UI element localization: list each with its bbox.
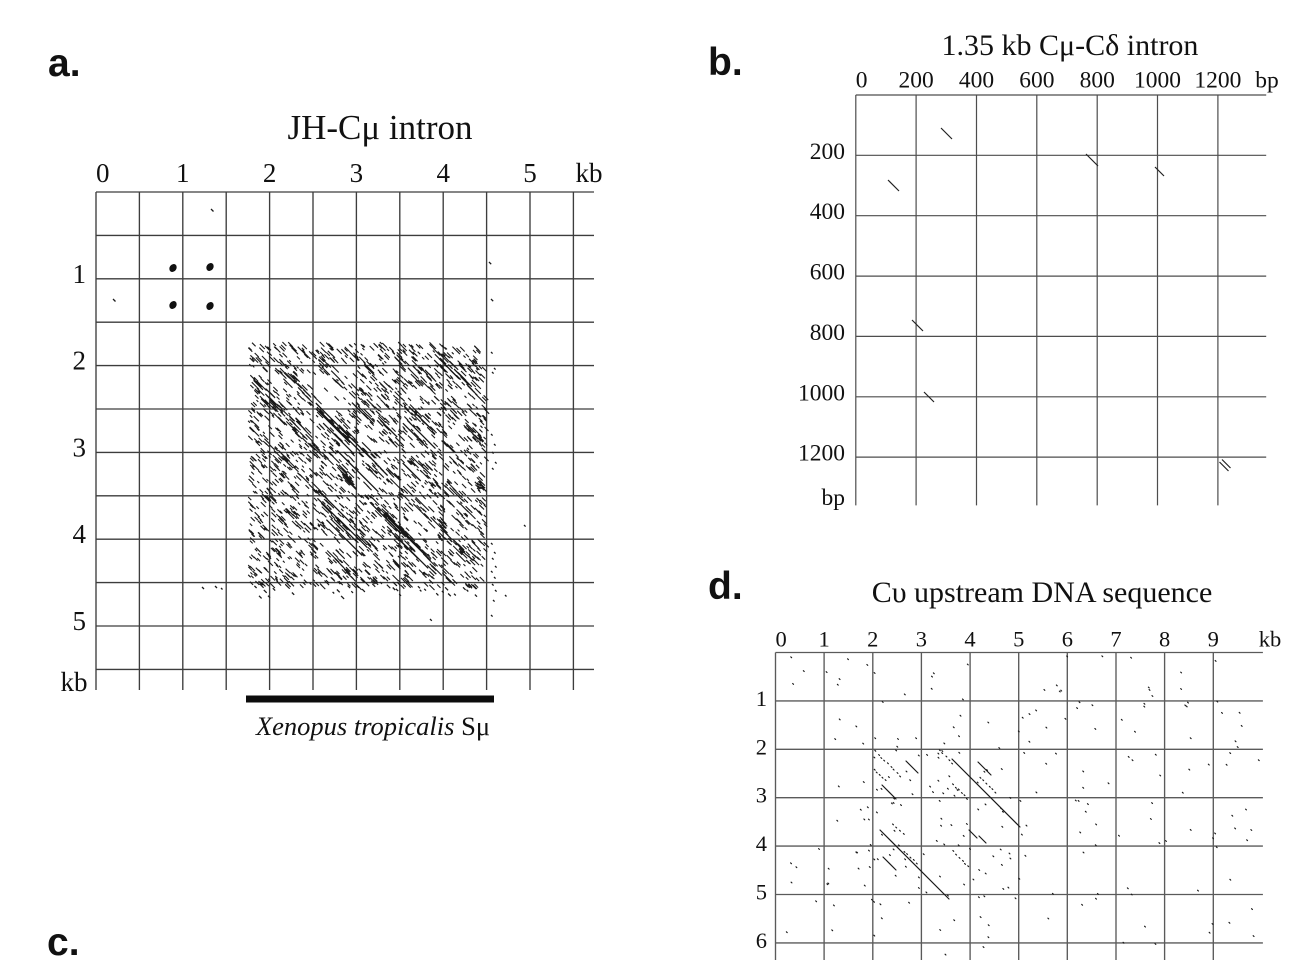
svg-text:kb: kb	[1259, 627, 1282, 652]
svg-text:bp: bp	[1255, 68, 1279, 94]
svg-text:400: 400	[810, 199, 845, 225]
svg-text:0: 0	[856, 68, 868, 94]
svg-text:1: 1	[819, 627, 830, 652]
svg-text:b.: b.	[708, 41, 743, 84]
svg-text:200: 200	[810, 139, 845, 165]
svg-text:kb: kb	[61, 667, 88, 697]
svg-text:400: 400	[959, 68, 994, 94]
svg-text:4: 4	[73, 519, 87, 549]
svg-text:6: 6	[1062, 627, 1073, 652]
svg-text:600: 600	[1019, 68, 1054, 94]
svg-text:800: 800	[810, 320, 845, 346]
svg-text:5: 5	[756, 880, 767, 905]
svg-text:7: 7	[1110, 627, 1121, 652]
svg-text:600: 600	[810, 260, 845, 286]
svg-text:2: 2	[263, 158, 277, 188]
svg-text:2: 2	[756, 734, 767, 759]
svg-text:2: 2	[73, 346, 87, 376]
svg-text:1000: 1000	[1134, 68, 1181, 94]
svg-text:1200: 1200	[1194, 68, 1241, 94]
svg-text:d.: d.	[708, 565, 743, 608]
svg-text:a.: a.	[48, 42, 81, 85]
svg-text:1: 1	[176, 158, 190, 188]
svg-text:6: 6	[756, 928, 767, 953]
svg-text:3: 3	[73, 432, 87, 462]
svg-text:800: 800	[1080, 68, 1115, 94]
svg-text:0: 0	[96, 158, 110, 188]
svg-text:8: 8	[1159, 627, 1170, 652]
svg-text:bp: bp	[822, 485, 846, 511]
svg-text:1.35 kb Cμ-Cδ intron: 1.35 kb Cμ-Cδ intron	[942, 29, 1199, 62]
svg-text:1200: 1200	[798, 441, 845, 467]
svg-text:5: 5	[1013, 627, 1024, 652]
svg-text:c.: c.	[47, 921, 80, 960]
svg-text:5: 5	[73, 606, 87, 636]
svg-text:3: 3	[756, 783, 767, 808]
svg-text:4: 4	[964, 627, 975, 652]
svg-text:Xenopus tropicalis Sμ: Xenopus tropicalis Sμ	[255, 711, 490, 741]
svg-text:0: 0	[776, 627, 787, 652]
svg-text:kb: kb	[576, 158, 603, 188]
svg-text:5: 5	[523, 158, 537, 188]
svg-text:JH-Cμ intron: JH-Cμ intron	[287, 108, 472, 147]
svg-text:9: 9	[1208, 627, 1219, 652]
svg-text:1: 1	[73, 259, 87, 289]
svg-text:Cυ upstream DNA sequence: Cυ upstream DNA sequence	[872, 576, 1213, 609]
svg-text:1: 1	[756, 686, 767, 711]
svg-text:200: 200	[899, 68, 934, 94]
svg-text:3: 3	[350, 158, 364, 188]
svg-text:4: 4	[436, 158, 450, 188]
svg-text:4: 4	[756, 831, 767, 856]
svg-text:1000: 1000	[798, 380, 845, 406]
svg-text:3: 3	[916, 627, 927, 652]
svg-text:2: 2	[867, 627, 878, 652]
